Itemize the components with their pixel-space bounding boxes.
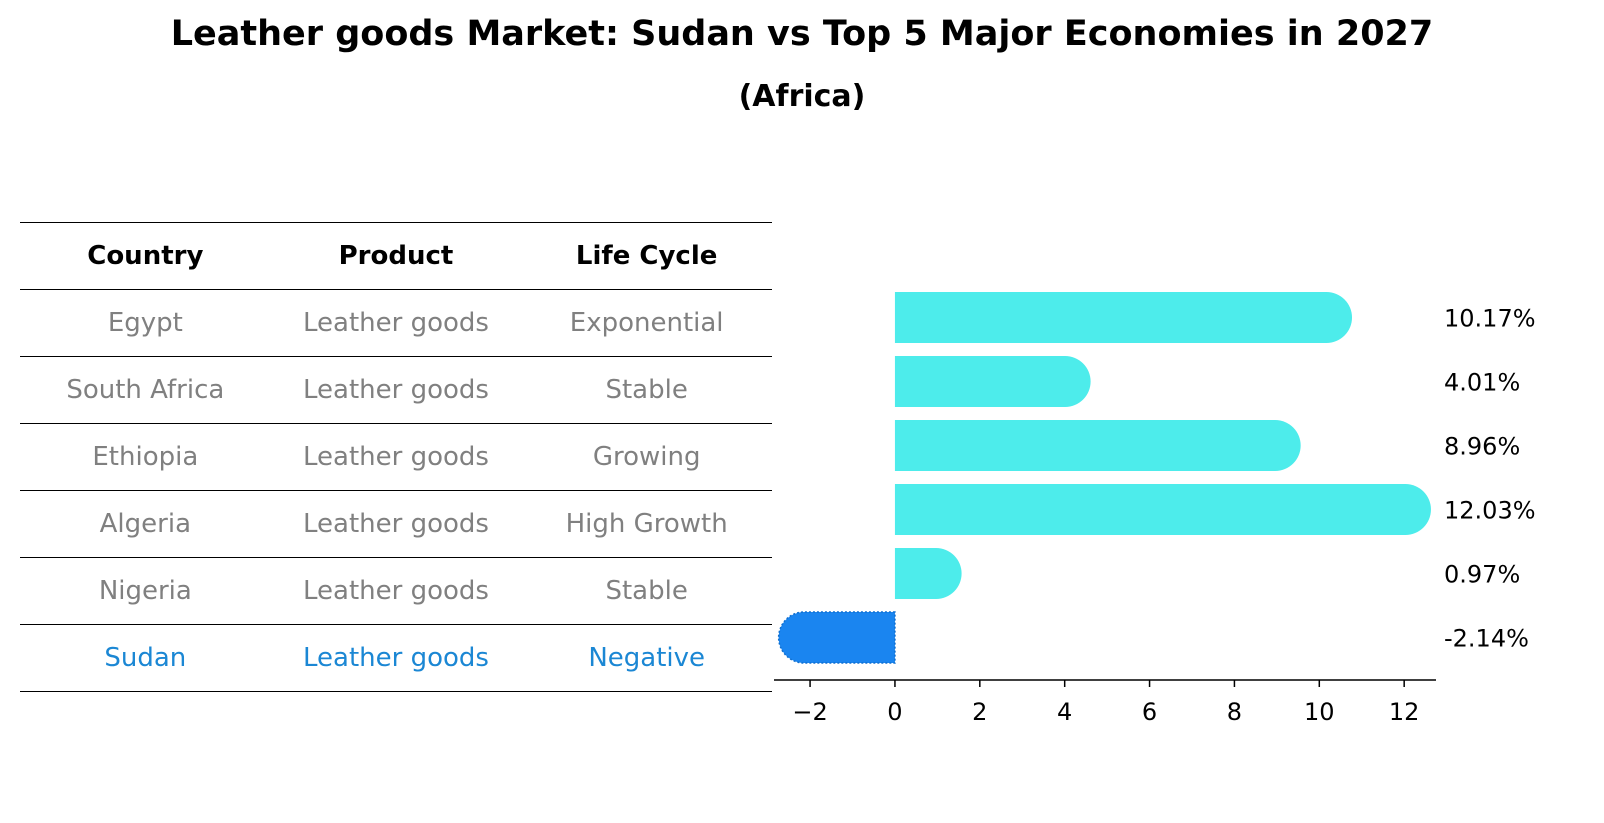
bar-sudan (777, 611, 896, 664)
value-label: 8.96% (1444, 433, 1520, 461)
x-tick-label: 2 (972, 698, 987, 726)
cell-product: Leather goods (270, 624, 522, 692)
cell-life-cycle: Stable (521, 557, 772, 625)
table-row-highlighted: Sudan Leather goods Negative (20, 624, 772, 692)
value-label-group: 10.17% 4.01% 8.96% 12.03% 0.97% -2.14% (1444, 305, 1536, 653)
cell-country: Egypt (20, 289, 271, 357)
cell-country: Ethiopia (20, 423, 271, 491)
header-life-cycle: Life Cycle (521, 222, 772, 290)
chart-title: Leather goods Market: Sudan vs Top 5 Maj… (170, 14, 1434, 54)
cell-life-cycle: Negative (521, 624, 772, 692)
x-tick-label: 8 (1227, 698, 1242, 726)
header-country: Country (20, 222, 271, 290)
cell-product: Leather goods (270, 423, 522, 491)
cell-life-cycle: Growing (521, 423, 772, 491)
cell-product: Leather goods (270, 289, 522, 357)
x-tick-label: 10 (1304, 698, 1335, 726)
market-table: Country Product Life Cycle Egypt Leather… (20, 222, 772, 692)
chart-subtitle: (Africa) (738, 79, 866, 114)
cell-life-cycle: High Growth (521, 490, 772, 558)
cell-product: Leather goods (270, 557, 522, 625)
bar-nigeria (894, 548, 962, 599)
bar-egypt (894, 292, 1353, 343)
bar-algeria (894, 484, 1431, 535)
x-tick-label: −2 (792, 698, 827, 726)
bar-group (777, 292, 1431, 664)
table-row: Nigeria Leather goods Stable (20, 557, 772, 625)
cell-country: South Africa (20, 356, 271, 424)
table-header-row: Country Product Life Cycle (20, 222, 772, 290)
cell-product: Leather goods (270, 490, 522, 558)
cell-life-cycle: Exponential (521, 289, 772, 357)
value-label: 4.01% (1444, 369, 1520, 397)
cell-country: Sudan (20, 624, 271, 692)
cell-product: Leather goods (270, 356, 522, 424)
value-label: 10.17% (1444, 305, 1536, 333)
table-row: Egypt Leather goods Exponential (20, 289, 772, 357)
table-row: Algeria Leather goods High Growth (20, 490, 772, 558)
cell-life-cycle: Stable (521, 356, 772, 424)
x-tick-label: 0 (887, 698, 902, 726)
bar-south-africa (894, 356, 1091, 407)
cell-country: Algeria (20, 490, 271, 558)
growth-bar-chart: 10.17% 4.01% 8.96% 12.03% 0.97% -2.14% −2 0 2 4 6… (774, 292, 1536, 726)
x-tick-label: 6 (1142, 698, 1157, 726)
x-tick-label: 4 (1057, 698, 1072, 726)
value-label: 12.03% (1444, 497, 1536, 525)
value-label: -2.14% (1444, 625, 1529, 653)
table-row: South Africa Leather goods Stable (20, 356, 772, 424)
cell-country: Nigeria (20, 557, 271, 625)
x-axis: −2 0 2 4 6 8 10 12 (774, 679, 1436, 726)
value-label: 0.97% (1444, 561, 1520, 589)
header-product: Product (270, 222, 522, 290)
table-row: Ethiopia Leather goods Growing (20, 423, 772, 491)
x-tick-label: 12 (1389, 698, 1420, 726)
bar-ethiopia (894, 420, 1301, 471)
